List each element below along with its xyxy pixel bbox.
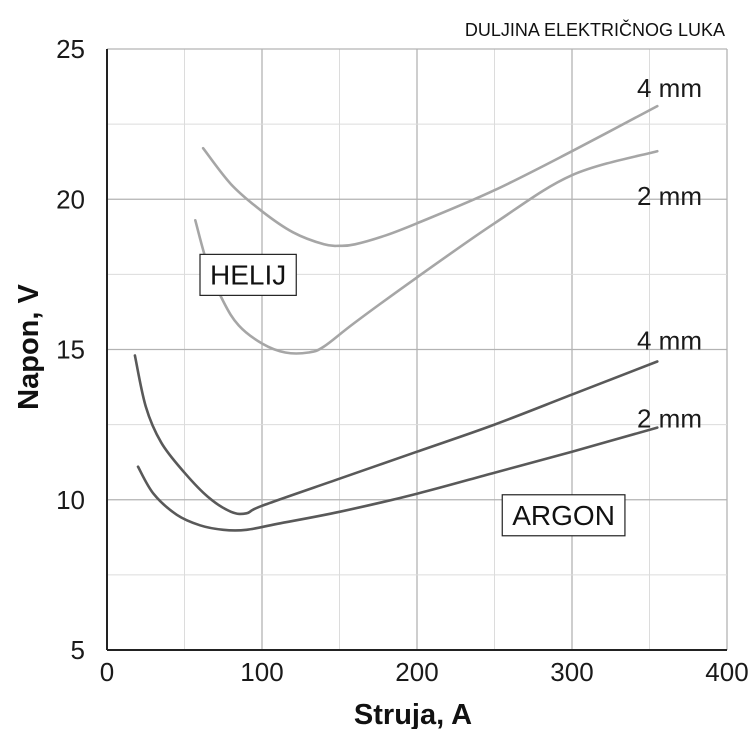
x-axis-title: Struja, A [354, 699, 472, 729]
series-label: 4 mm [637, 73, 702, 103]
x-tick-label: 0 [100, 657, 114, 687]
y-tick-label: 25 [56, 34, 85, 64]
x-tick-label: 200 [395, 657, 438, 687]
series-label: 2 mm [637, 404, 702, 434]
series-line-argon-2mm [136, 426, 659, 532]
series-line-argon-4mm [133, 354, 659, 516]
group-label-helij: HELIJ [199, 253, 297, 296]
group-label-text: HELIJ [210, 259, 286, 290]
y-tick-label: 10 [56, 485, 85, 515]
series-labels: 4 mm 2 mm 4 mm 2 mm HELIJ ARGON [199, 73, 702, 537]
y-axis-title: Napon, V [13, 284, 45, 410]
axes: 0 100 200 300 400 5 10 15 20 25 [56, 34, 749, 687]
series-line-helij-2mm [194, 149, 659, 355]
x-tick-label: 100 [240, 657, 283, 687]
group-label-argon: ARGON [501, 494, 626, 537]
group-label-text: ARGON [512, 500, 615, 531]
series-line-helij-4mm [201, 104, 659, 248]
y-tick-label: 20 [56, 184, 85, 214]
series-lines [133, 104, 659, 532]
y-tick-label: 5 [71, 635, 85, 665]
group-label-box [199, 253, 297, 296]
series-label: 4 mm [637, 325, 702, 355]
chart-annotation: DULJINA ELEKTRIČNOG LUKA [465, 19, 725, 40]
group-label-box [501, 494, 626, 537]
series-label: 2 mm [637, 181, 702, 211]
x-tick-label: 400 [705, 657, 748, 687]
grid [106, 48, 728, 651]
x-tick-label: 300 [550, 657, 593, 687]
y-tick-label: 15 [56, 335, 85, 365]
